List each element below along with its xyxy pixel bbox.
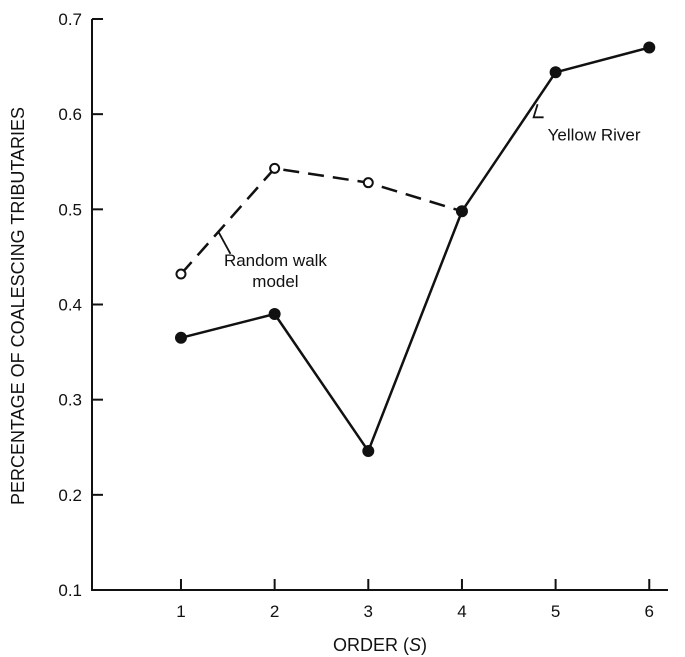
annotation-leader xyxy=(532,104,544,119)
axis-lines xyxy=(91,19,668,591)
x-tick-label: 3 xyxy=(364,602,373,621)
x-tick-label: 6 xyxy=(645,602,654,621)
annotation-line: Yellow River xyxy=(548,125,641,144)
x-axis-label-text: ORDER ( xyxy=(333,635,409,655)
y-tick-label: 0.5 xyxy=(58,200,82,219)
y-tick-label: 0.7 xyxy=(58,10,82,29)
x-axis-label-symbol: S xyxy=(409,635,421,655)
axes xyxy=(91,19,668,591)
annotation-line: model xyxy=(252,272,298,291)
data-point xyxy=(269,162,281,174)
series-line xyxy=(180,167,463,275)
annotation-random-walk-model: Random walk model xyxy=(224,251,327,291)
y-tick-label: 0.6 xyxy=(58,105,82,124)
x-axis-label: ORDER (S) xyxy=(333,635,427,655)
data-point xyxy=(174,331,187,344)
series-layer xyxy=(174,41,656,458)
y-tick-label: 0.2 xyxy=(58,486,82,505)
x-axis-label-text: ) xyxy=(421,635,427,655)
y-tick-label: 0.1 xyxy=(58,581,82,600)
axis-ticks: 0.1 0.2 0.3 0.4 0.5 0.6 0.7 1 2 3 4 5 6 xyxy=(58,10,654,621)
data-point xyxy=(455,205,468,218)
series-yellow-river xyxy=(174,41,656,458)
y-tick-label: 0.4 xyxy=(58,296,82,315)
data-point xyxy=(362,177,374,189)
data-point xyxy=(175,268,187,280)
x-tick-label: 1 xyxy=(176,602,185,621)
annotation-yellow-river: Yellow River xyxy=(548,125,641,144)
data-point xyxy=(362,445,375,458)
data-point xyxy=(549,66,562,79)
y-tick-label: 0.3 xyxy=(58,391,82,410)
data-point xyxy=(643,41,656,54)
annotation-line: Random walk xyxy=(224,251,327,270)
x-tick-label: 2 xyxy=(270,602,279,621)
x-tick-label: 5 xyxy=(551,602,560,621)
y-axis-label: PERCENTAGE OF COALESCING TRIBUTARIES xyxy=(8,107,28,505)
data-point xyxy=(268,308,281,321)
x-tick-label: 4 xyxy=(457,602,466,621)
series-line xyxy=(180,46,650,453)
annotation-leader xyxy=(217,231,232,255)
annotations: Random walk model Yellow River xyxy=(217,104,641,291)
